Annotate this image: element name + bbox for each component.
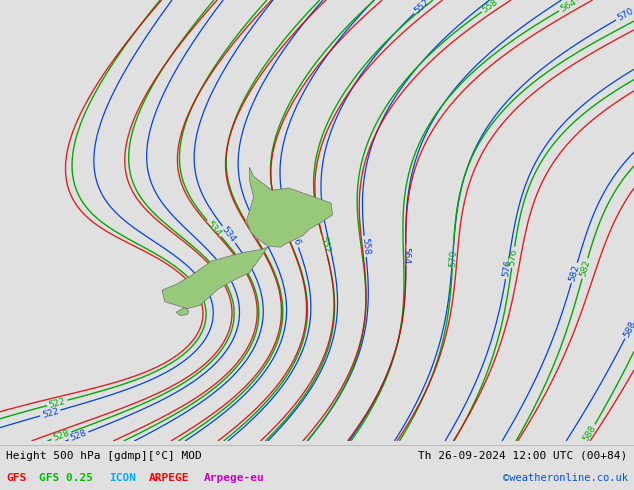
Text: 588: 588 [581,424,598,443]
Polygon shape [176,308,189,316]
Text: 576: 576 [501,259,513,278]
Text: 540: 540 [255,227,271,246]
Text: 582: 582 [578,259,592,278]
Text: 570: 570 [616,6,634,23]
Polygon shape [247,167,332,247]
Text: Arpege-eu: Arpege-eu [204,473,265,483]
Text: ICON: ICON [109,473,136,483]
Text: Th 26-09-2024 12:00 UTC (00+84): Th 26-09-2024 12:00 UTC (00+84) [418,451,628,461]
Text: 522: 522 [48,396,67,410]
Text: 552: 552 [413,0,431,15]
Text: 522: 522 [41,406,60,419]
Text: 546: 546 [278,220,293,240]
Text: ©weatheronline.co.uk: ©weatheronline.co.uk [503,473,628,483]
Text: 552: 552 [318,236,331,254]
Text: 528: 528 [69,429,88,443]
Text: ARPEGE: ARPEGE [149,473,190,483]
Text: 588: 588 [622,319,634,339]
Text: GFS 0.25: GFS 0.25 [39,473,93,483]
Text: 564: 564 [559,0,578,14]
Text: 534: 534 [205,219,223,238]
Text: 528: 528 [52,428,71,443]
Text: 546: 546 [288,228,302,247]
Text: 540: 540 [243,220,259,240]
Text: 582: 582 [567,264,581,282]
Text: 570: 570 [448,249,458,267]
Text: 564: 564 [401,246,410,264]
Text: 558: 558 [481,0,500,15]
Polygon shape [162,247,268,309]
Text: 576: 576 [507,248,519,267]
Text: 534: 534 [220,225,238,244]
Text: Height 500 hPa [gdmp][°C] MOD: Height 500 hPa [gdmp][°C] MOD [6,451,202,461]
Text: 558: 558 [360,237,370,255]
Text: GFS: GFS [6,473,27,483]
